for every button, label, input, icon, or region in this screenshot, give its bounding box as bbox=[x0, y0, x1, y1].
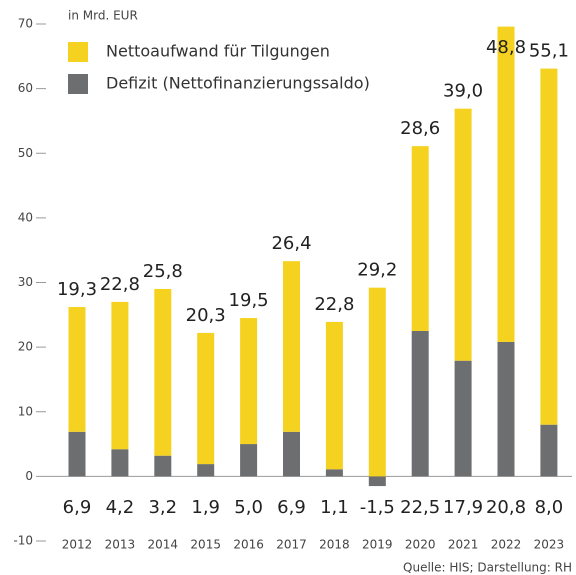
bar-segment bbox=[411, 330, 429, 477]
value-label: 1,1 bbox=[320, 497, 349, 518]
bar-segment bbox=[368, 287, 386, 477]
y-tick-label: -10 bbox=[13, 534, 33, 548]
x-tick-label: 2014 bbox=[148, 538, 179, 552]
y-tick-label: 50 bbox=[18, 146, 33, 160]
value-label: 8,0 bbox=[535, 497, 564, 518]
bar-segment bbox=[497, 26, 515, 342]
value-label: 17,9 bbox=[443, 497, 483, 518]
value-label: 25,8 bbox=[143, 261, 183, 282]
x-tick-label: 2013 bbox=[105, 538, 136, 552]
x-tick-label: 2012 bbox=[62, 538, 93, 552]
bar-segment bbox=[111, 301, 129, 450]
y-tick-label: 30 bbox=[18, 275, 33, 289]
value-label: 22,8 bbox=[100, 274, 140, 295]
x-tick-label: 2018 bbox=[319, 538, 350, 552]
x-tick-label: 2021 bbox=[448, 538, 479, 552]
bar-segment bbox=[454, 360, 472, 477]
value-label: 22,8 bbox=[314, 294, 354, 315]
bar-segment bbox=[540, 68, 558, 425]
value-label: 19,5 bbox=[229, 290, 269, 311]
value-label: 3,2 bbox=[148, 497, 177, 518]
value-label: 1,9 bbox=[191, 497, 220, 518]
bar-segment bbox=[240, 318, 258, 445]
y-tick-label: 60 bbox=[18, 81, 33, 95]
y-tick-label: 40 bbox=[18, 210, 33, 224]
value-label: 26,4 bbox=[271, 233, 311, 254]
y-tick-label: 70 bbox=[18, 17, 33, 31]
bar-segment bbox=[111, 449, 129, 477]
bar-segment bbox=[154, 455, 172, 477]
y-tick-label: 0 bbox=[25, 469, 33, 483]
legend-swatch bbox=[68, 42, 88, 62]
unit-label: in Mrd. EUR bbox=[68, 9, 138, 23]
legend-swatch bbox=[68, 74, 88, 94]
bar-segment bbox=[68, 307, 86, 432]
value-label: 5,0 bbox=[234, 497, 263, 518]
y-tick-label: 10 bbox=[18, 404, 33, 418]
bar-segment bbox=[325, 321, 343, 470]
value-label: 6,9 bbox=[277, 497, 306, 518]
value-label: -1,5 bbox=[360, 497, 395, 518]
bar-segment bbox=[68, 431, 86, 477]
bar-segment bbox=[283, 431, 300, 477]
value-label: 19,3 bbox=[57, 279, 97, 300]
value-label: 20,8 bbox=[486, 497, 526, 518]
legend-label: Nettoaufwand für Tilgungen bbox=[106, 42, 330, 61]
x-tick-label: 2022 bbox=[491, 538, 522, 552]
x-tick-label: 2019 bbox=[362, 538, 393, 552]
bar-segment bbox=[497, 341, 515, 477]
value-label: 22,5 bbox=[400, 497, 440, 518]
bar-segment bbox=[540, 424, 558, 477]
bar-segment bbox=[368, 476, 386, 487]
value-label: 29,2 bbox=[357, 260, 397, 281]
bar-segment bbox=[197, 332, 215, 465]
legend-label: Defizit (Nettofinanzierungssaldo) bbox=[106, 74, 370, 93]
x-tick-label: 2020 bbox=[405, 538, 436, 552]
value-label: 55,1 bbox=[529, 41, 569, 62]
value-label: 20,3 bbox=[186, 305, 226, 326]
bar-segment bbox=[240, 444, 258, 477]
value-label: 28,6 bbox=[400, 118, 440, 139]
bar-segment bbox=[154, 288, 172, 456]
value-label: 39,0 bbox=[443, 81, 483, 102]
bar-segment bbox=[325, 469, 343, 477]
x-tick-label: 2023 bbox=[534, 538, 565, 552]
value-label: 6,9 bbox=[63, 497, 92, 518]
bar-segment bbox=[411, 146, 429, 331]
value-label: 4,2 bbox=[106, 497, 135, 518]
source: Quelle: HIS; Darstellung: RH bbox=[403, 561, 572, 575]
bar-segment bbox=[454, 108, 472, 361]
x-tick-label: 2017 bbox=[276, 538, 307, 552]
x-tick-label: 2015 bbox=[190, 538, 221, 552]
bar-segment bbox=[197, 464, 215, 477]
bar-segment bbox=[283, 261, 300, 432]
value-label: 48,8 bbox=[486, 37, 526, 58]
y-tick-label: 20 bbox=[18, 340, 33, 354]
x-tick-label: 2016 bbox=[233, 538, 264, 552]
